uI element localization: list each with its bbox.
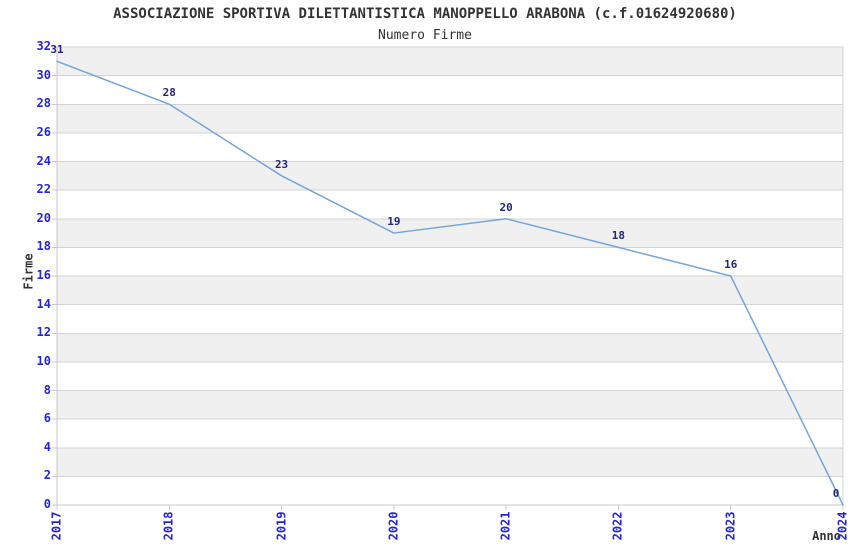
data-line xyxy=(56,60,844,506)
y-tick-label: 12 xyxy=(36,325,51,340)
data-point-label: 16 xyxy=(724,258,738,271)
x-tick-label: 2022 xyxy=(610,511,625,541)
y-tick-label: 30 xyxy=(36,67,51,82)
plot-band xyxy=(57,104,843,133)
data-point-label: 28 xyxy=(162,86,176,100)
x-tick-label: 2017 xyxy=(49,511,64,541)
y-tick-label: 28 xyxy=(36,96,51,111)
x-tick-label: 2021 xyxy=(498,511,513,541)
x-tick-label: 2024 xyxy=(835,511,850,541)
y-tick-label: 14 xyxy=(36,296,51,311)
data-point-label: 20 xyxy=(499,200,513,214)
y-tick-label: 0 xyxy=(43,497,51,511)
data-point-label: 0 xyxy=(832,487,840,500)
plot-band xyxy=(57,333,843,362)
y-tick-label: 8 xyxy=(43,382,51,397)
y-tick-label: 22 xyxy=(36,182,51,197)
y-tick-label: 4 xyxy=(43,439,51,454)
y-tick-label: 24 xyxy=(36,153,51,168)
y-tick-label: 16 xyxy=(36,268,51,282)
plot-band xyxy=(57,447,843,477)
plot-band xyxy=(57,390,843,420)
y-tick-label: 6 xyxy=(43,411,51,426)
y-tick-label: 20 xyxy=(36,210,51,225)
x-tick-label: 2020 xyxy=(386,511,401,541)
x-tick-label: 2023 xyxy=(723,511,738,541)
chart-subtitle: Numero Firme xyxy=(378,28,472,43)
data-point-label: 19 xyxy=(387,215,401,229)
data-point-label: 31 xyxy=(50,43,64,57)
plot-band xyxy=(57,161,843,191)
y-tick-label: 26 xyxy=(36,124,51,139)
y-tick-label: 10 xyxy=(36,353,51,368)
x-axis-title: Anno xyxy=(812,529,841,543)
plot-band xyxy=(57,218,843,248)
x-tick-label: 2019 xyxy=(274,511,289,541)
plot-band xyxy=(57,276,843,305)
data-point-label: 23 xyxy=(274,157,289,171)
data-point-label: 18 xyxy=(611,229,626,243)
x-tick-label: 2018 xyxy=(161,511,176,541)
plot-band xyxy=(57,47,843,76)
y-tick-label: 18 xyxy=(36,239,51,254)
y-tick-label: 32 xyxy=(36,39,51,53)
y-tick-label: 2 xyxy=(43,468,51,483)
chart-title: ASSOCIAZIONE SPORTIVA DILETTANTISTICA MA… xyxy=(113,6,737,22)
